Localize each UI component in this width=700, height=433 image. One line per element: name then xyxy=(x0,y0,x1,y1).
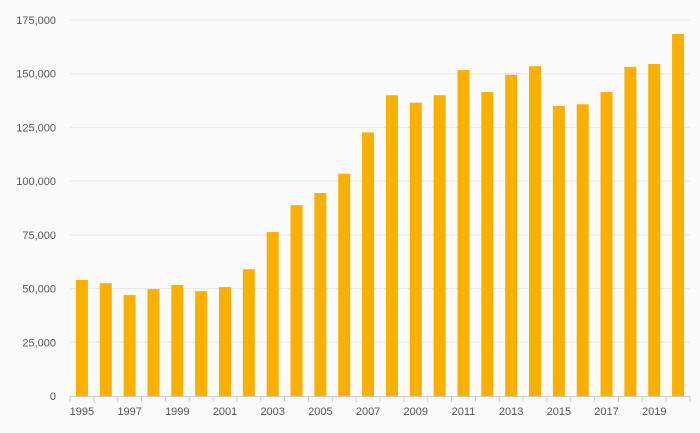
y-tick-label: 100,000 xyxy=(16,176,56,188)
bars xyxy=(75,33,685,397)
bar-2007 xyxy=(362,132,375,396)
y-tick-label: 175,000 xyxy=(16,15,56,27)
bar-2018 xyxy=(624,66,637,396)
bar-2013 xyxy=(505,74,518,396)
x-tick-label: 1995 xyxy=(70,406,94,418)
bar-2009 xyxy=(409,102,422,396)
bar-2019 xyxy=(648,64,661,396)
bar-1997 xyxy=(123,295,136,396)
bar-2015 xyxy=(552,105,565,396)
x-tick-label: 1999 xyxy=(165,406,189,418)
bar-2000 xyxy=(195,291,208,396)
bar-2006 xyxy=(338,173,351,396)
y-tick-label: 125,000 xyxy=(16,122,56,134)
y-tick-label: 150,000 xyxy=(16,69,56,81)
x-tick-label: 2017 xyxy=(594,406,618,418)
x-tick-label: 2013 xyxy=(499,406,523,418)
bar-2014 xyxy=(529,66,541,397)
bar-2020 xyxy=(672,33,685,397)
grid-lines xyxy=(70,19,690,343)
bar-2005 xyxy=(314,192,327,396)
bar-2016 xyxy=(576,104,589,396)
x-tick-label: 2011 xyxy=(452,406,476,418)
y-tick-label: 50,000 xyxy=(22,284,56,296)
x-tick-label: 2007 xyxy=(356,406,380,418)
x-tick-label: 2019 xyxy=(642,406,666,418)
x-axis: 1995 1997 1999 2001 2003 2005 2007 2009 2011 2013… xyxy=(69,396,691,418)
bar-2017 xyxy=(600,91,613,396)
x-tick-label: 2001 xyxy=(213,406,237,418)
bar-2002 xyxy=(242,269,255,396)
x-tick-label: 2009 xyxy=(404,406,428,418)
bar-1999 xyxy=(171,284,184,396)
bar-1996 xyxy=(99,283,112,396)
bar-2012 xyxy=(481,91,494,396)
bar-2011 xyxy=(457,70,470,397)
x-tick-label: 2003 xyxy=(260,406,284,418)
bar-1995 xyxy=(75,279,88,396)
bar-1998 xyxy=(147,289,160,396)
x-tick-label: 2005 xyxy=(308,406,332,418)
bar-2004 xyxy=(290,205,303,396)
x-tick-label: 1997 xyxy=(117,406,141,418)
y-tick-label: 25,000 xyxy=(22,337,56,349)
bar-2003 xyxy=(266,232,279,396)
bar-2010 xyxy=(433,95,446,396)
x-tick-label: 2015 xyxy=(547,406,571,418)
y-axis-labels: 0 25,000 50,000 75,000 100,000 125,000 150,000… xyxy=(16,15,56,403)
y-tick-label: 75,000 xyxy=(22,230,56,242)
bar-2001 xyxy=(219,287,231,396)
y-tick-label: 0 xyxy=(50,391,56,403)
bar-2008 xyxy=(385,95,398,396)
